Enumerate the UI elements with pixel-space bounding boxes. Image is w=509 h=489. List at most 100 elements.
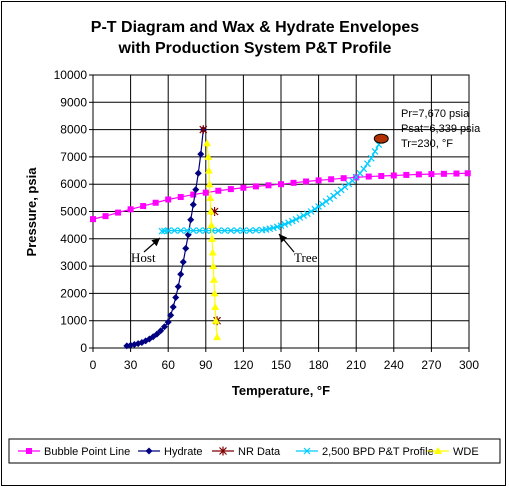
y-tick-label: 0 (80, 341, 87, 355)
data-point-0 (340, 175, 347, 182)
data-point-0 (415, 171, 422, 178)
data-point-4 (211, 316, 220, 324)
data-point-0 (202, 189, 209, 196)
annotation-psat: Psat=6,339 psia (401, 123, 481, 135)
data-point-0 (365, 173, 372, 180)
data-point-3 (221, 227, 229, 235)
data-point-0 (378, 173, 385, 180)
data-point-0 (102, 213, 109, 220)
annotations-group: Pr=7,670 psia Psat=6,339 psia Tr=230, °F… (131, 108, 481, 265)
data-point-1 (189, 201, 197, 209)
data-point-0 (127, 206, 134, 213)
data-point-1 (179, 258, 187, 266)
data-point-4 (206, 207, 215, 215)
data-point-3 (292, 215, 300, 223)
data-point-1 (182, 244, 190, 252)
legend-box (8, 438, 501, 464)
x-tick-label: 210 (346, 358, 366, 372)
y-tick-labels: 0 1000 2000 3000 4000 5000 6000 7000 8000 9000 100… (54, 68, 88, 355)
data-point-1 (194, 169, 202, 177)
x-tick-label: 30 (124, 358, 138, 372)
data-point-3 (273, 223, 281, 231)
data-point-3 (196, 227, 203, 235)
data-point-3 (239, 227, 247, 235)
data-point-3 (246, 227, 254, 235)
data-point-3 (258, 226, 266, 234)
x-tick-label: 0 (90, 358, 97, 372)
legend-swatch-marker-2 (219, 446, 227, 456)
legend-swatch-marker-4 (434, 447, 442, 454)
data-point-1 (164, 318, 172, 326)
data-point-3 (288, 217, 296, 225)
series-4 (203, 139, 222, 341)
data-point-3 (281, 220, 289, 228)
data-point-1 (177, 270, 185, 278)
grid-lines (89, 74, 470, 352)
host-arrow-head (151, 238, 160, 247)
annotation-host: Host (131, 250, 156, 265)
legend-item-0: Bubble Point Line (18, 446, 130, 458)
data-point-3 (367, 154, 375, 162)
data-point-0 (240, 184, 247, 191)
annotation-pr: Pr=7,670 psia (401, 108, 470, 120)
data-point-0 (428, 171, 435, 178)
x-tick-label: 240 (384, 358, 404, 372)
y-tick-label: 10000 (54, 68, 88, 82)
data-point-4 (204, 166, 213, 174)
data-point-3 (296, 214, 304, 221)
reservoir-point (373, 133, 389, 144)
data-point-3 (161, 227, 168, 235)
data-point-4 (213, 333, 222, 341)
legend: Bubble Point Line Hydrate NR Data 2,500 BPD… (18, 446, 479, 458)
data-point-4 (209, 262, 218, 270)
data-point-3 (214, 227, 222, 235)
data-point-4 (208, 248, 217, 256)
x-axis-label: Temperature, °F (232, 383, 330, 398)
data-point-0 (265, 182, 272, 189)
x-tick-label: 270 (421, 358, 441, 372)
x-tick-label: 90 (199, 358, 213, 372)
data-point-3 (303, 210, 311, 218)
data-point-4 (210, 289, 219, 297)
legend-swatch-marker-3 (303, 447, 311, 455)
legend-label-2: NR Data (238, 446, 281, 458)
legend-label-0: Bubble Point Line (44, 446, 130, 458)
data-point-0 (315, 177, 322, 184)
legend-swatch-marker-1 (145, 447, 153, 455)
data-point-0 (252, 183, 259, 190)
data-point-3 (183, 227, 191, 235)
data-point-3 (189, 227, 197, 235)
data-point-3 (364, 160, 371, 168)
data-point-0 (278, 181, 284, 188)
data-point-4 (207, 221, 216, 229)
data-point-4 (206, 193, 215, 201)
y-tick-label: 3000 (60, 259, 87, 273)
data-point-1 (174, 283, 182, 291)
data-point-3 (311, 205, 319, 213)
data-point-4 (205, 180, 214, 188)
data-point-3 (277, 222, 285, 230)
data-point-1 (187, 216, 195, 224)
chart-title-line2: with Production System P&T Profile (118, 40, 392, 57)
data-point-0 (464, 170, 471, 177)
data-point-0 (453, 170, 460, 177)
data-point-1 (192, 186, 200, 194)
data-point-1 (197, 150, 205, 158)
legend-label-1: Hydrate (164, 446, 203, 458)
data-point-0 (390, 172, 397, 179)
y-tick-label: 4000 (60, 232, 87, 246)
x-tick-labels: 0 30 60 90 120 150 180 210 240 270 300 (90, 358, 480, 372)
legend-item-2: NR Data (212, 446, 281, 458)
data-point-0 (440, 170, 447, 177)
legend-item-1: Hydrate (138, 446, 203, 458)
data-point-1 (160, 323, 168, 331)
data-point-3 (326, 195, 334, 203)
annotation-tr: Tr=230, °F (401, 138, 453, 150)
y-axis-label: Pressure, psia (24, 167, 39, 257)
data-point-4 (209, 275, 218, 283)
legend-label-4: WDE (453, 446, 479, 458)
data-point-0 (290, 179, 297, 186)
y-tick-label: 5000 (60, 205, 87, 219)
data-point-3 (177, 227, 185, 235)
data-point-3 (322, 197, 330, 205)
